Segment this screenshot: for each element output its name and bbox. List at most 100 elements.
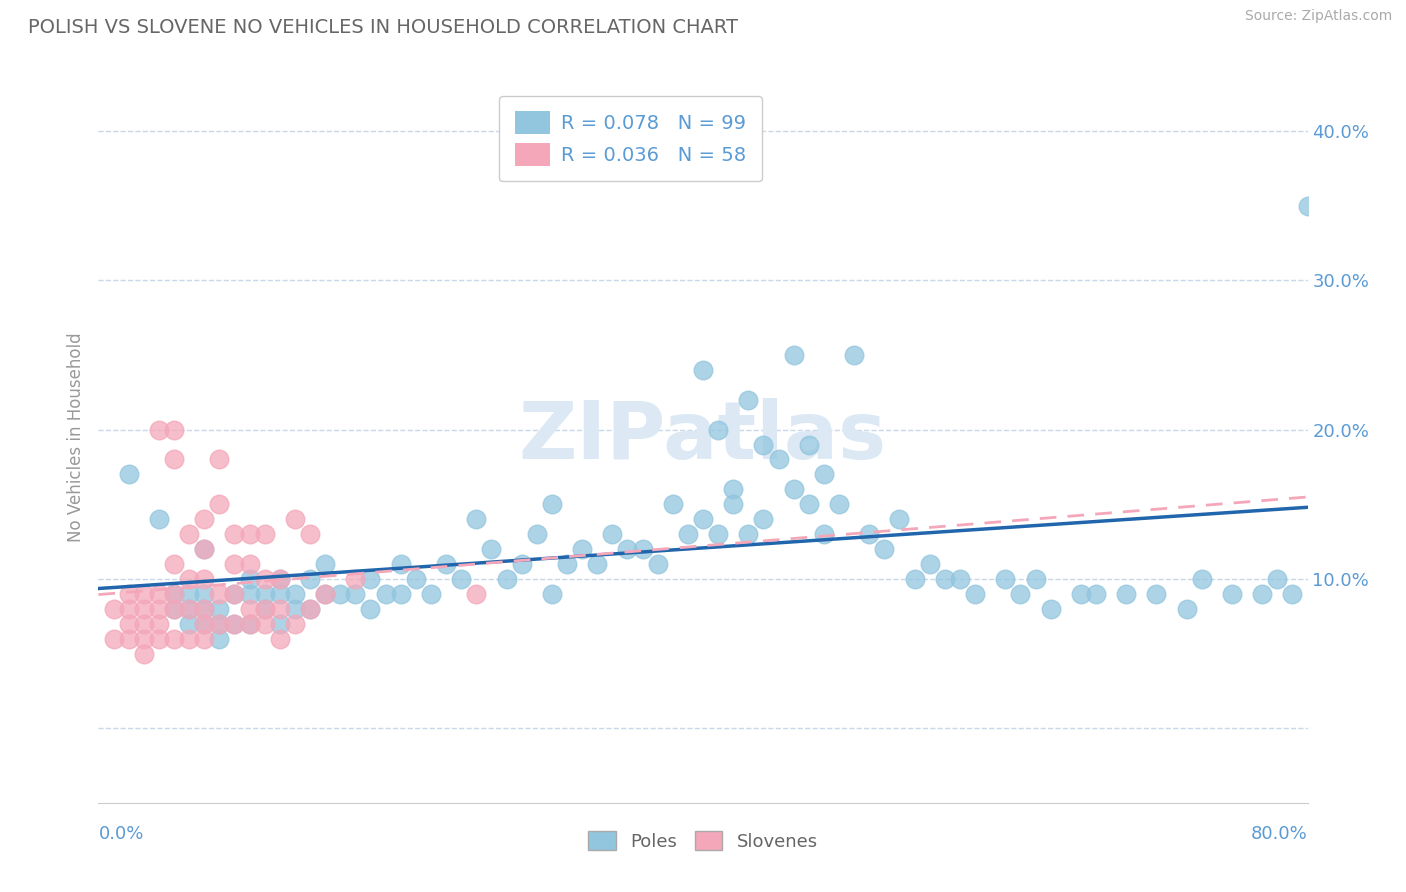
Point xyxy=(299,527,322,541)
Point xyxy=(118,601,141,615)
Point xyxy=(752,512,775,526)
Point xyxy=(148,601,170,615)
Point xyxy=(269,587,291,601)
Point xyxy=(904,572,927,586)
Point xyxy=(768,452,790,467)
Point xyxy=(132,632,155,646)
Point xyxy=(934,572,956,586)
Point xyxy=(224,616,246,631)
Point xyxy=(269,572,291,586)
Point xyxy=(253,616,276,631)
Point xyxy=(1220,587,1243,601)
Point xyxy=(118,632,141,646)
Point xyxy=(797,437,820,451)
Point xyxy=(103,601,125,615)
Point xyxy=(631,542,654,557)
Point xyxy=(344,572,367,586)
Text: Source: ZipAtlas.com: Source: ZipAtlas.com xyxy=(1244,9,1392,23)
Point xyxy=(239,557,262,571)
Point xyxy=(783,348,806,362)
Point xyxy=(239,616,262,631)
Point xyxy=(239,616,262,631)
Point xyxy=(994,572,1017,586)
Point xyxy=(692,363,714,377)
Point xyxy=(299,601,322,615)
Point xyxy=(269,616,291,631)
Point xyxy=(813,467,835,482)
Point xyxy=(586,557,609,571)
Point xyxy=(344,587,367,601)
Point xyxy=(208,616,231,631)
Point xyxy=(179,616,201,631)
Point xyxy=(1191,572,1213,586)
Point xyxy=(193,632,215,646)
Point xyxy=(602,527,624,541)
Point xyxy=(783,483,806,497)
Point xyxy=(737,527,759,541)
Point xyxy=(949,572,972,586)
Y-axis label: No Vehicles in Household: No Vehicles in Household xyxy=(66,332,84,542)
Point xyxy=(858,527,880,541)
Point xyxy=(208,632,231,646)
Point xyxy=(253,601,276,615)
Point xyxy=(193,542,215,557)
Point xyxy=(208,587,231,601)
Point xyxy=(163,632,186,646)
Point xyxy=(269,572,291,586)
Point xyxy=(299,572,322,586)
Point xyxy=(374,587,396,601)
Point xyxy=(526,527,548,541)
Point xyxy=(510,557,533,571)
Point xyxy=(103,632,125,646)
Text: 80.0%: 80.0% xyxy=(1251,825,1308,843)
Point xyxy=(208,616,231,631)
Point xyxy=(193,587,215,601)
Point xyxy=(844,348,866,362)
Text: 0.0%: 0.0% xyxy=(98,825,143,843)
Point xyxy=(284,587,307,601)
Point xyxy=(1251,587,1274,601)
Point xyxy=(284,512,307,526)
Point xyxy=(239,601,262,615)
Point xyxy=(661,497,683,511)
Point xyxy=(163,557,186,571)
Point xyxy=(1144,587,1167,601)
Point xyxy=(1010,587,1032,601)
Point xyxy=(132,616,155,631)
Point xyxy=(828,497,851,511)
Point xyxy=(420,587,443,601)
Point xyxy=(179,587,201,601)
Point xyxy=(797,497,820,511)
Point xyxy=(224,557,246,571)
Point xyxy=(707,527,730,541)
Point xyxy=(179,601,201,615)
Point xyxy=(253,572,276,586)
Point xyxy=(723,483,745,497)
Point xyxy=(193,616,215,631)
Point xyxy=(179,632,201,646)
Point xyxy=(253,601,276,615)
Point xyxy=(193,572,215,586)
Point xyxy=(450,572,472,586)
Point xyxy=(284,601,307,615)
Point xyxy=(118,587,141,601)
Point xyxy=(132,601,155,615)
Point xyxy=(163,587,186,601)
Point xyxy=(224,587,246,601)
Point xyxy=(299,601,322,615)
Point xyxy=(208,601,231,615)
Point xyxy=(555,557,578,571)
Point xyxy=(495,572,517,586)
Point xyxy=(239,587,262,601)
Point xyxy=(965,587,987,601)
Point xyxy=(239,572,262,586)
Point xyxy=(647,557,669,571)
Point xyxy=(224,587,246,601)
Point xyxy=(752,437,775,451)
Point xyxy=(873,542,896,557)
Point xyxy=(163,587,186,601)
Point xyxy=(148,632,170,646)
Point xyxy=(118,467,141,482)
Point xyxy=(723,497,745,511)
Point xyxy=(737,392,759,407)
